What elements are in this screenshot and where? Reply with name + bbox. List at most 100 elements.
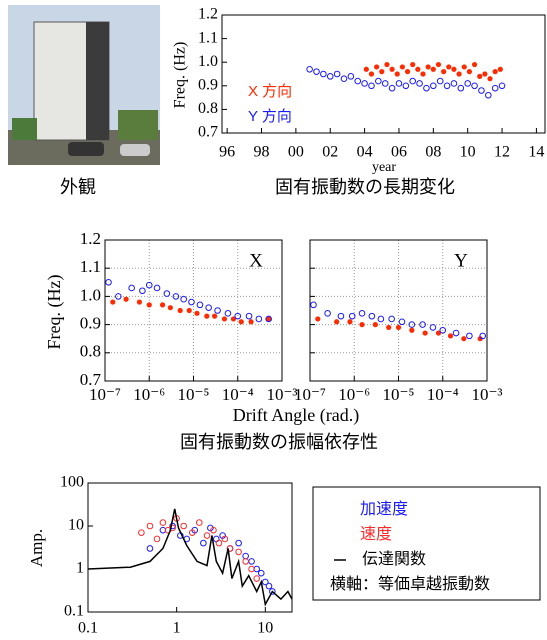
data-point	[205, 304, 212, 311]
y-tick-label: 1.2	[80, 229, 101, 248]
data-point	[242, 552, 249, 560]
x-axis-label: Drift Angle (rad.)	[233, 405, 359, 426]
data-point	[169, 522, 176, 530]
data-point	[477, 336, 483, 342]
x-tick-label: 10⁻³	[266, 385, 297, 404]
data-point	[452, 329, 460, 337]
data-point	[195, 519, 203, 526]
data-point	[389, 66, 395, 72]
data-point	[485, 91, 492, 99]
x-tick-label: 0.1	[78, 620, 98, 637]
data-point	[167, 305, 173, 311]
photo-tree	[118, 110, 158, 140]
data-point	[399, 64, 405, 70]
data-point	[498, 82, 506, 90]
legend-label: Y 方向	[248, 108, 292, 125]
x-tick-label: 10⁻⁷	[294, 385, 326, 404]
y-tick-label: 0.8	[80, 342, 101, 361]
x-tick-label: 10⁻⁵	[383, 385, 415, 404]
x-tick-label: 10⁻⁶	[133, 385, 165, 404]
data-point	[310, 301, 317, 309]
data-point	[347, 319, 353, 325]
y-tick-label: 0.9	[80, 314, 101, 333]
x-tick-label: 02	[322, 144, 338, 161]
data-point	[354, 77, 362, 85]
x-tick-label: 98	[254, 144, 270, 161]
data-point	[368, 82, 375, 90]
data-point	[487, 76, 493, 82]
data-point	[248, 565, 255, 573]
data-point	[234, 312, 242, 320]
y-tick-label: 0.8	[198, 100, 218, 117]
data-point	[402, 82, 410, 90]
photo-building-side	[86, 22, 109, 140]
data-point	[212, 313, 218, 319]
data-point	[186, 307, 192, 314]
x-tick-label: 10⁻³	[471, 385, 502, 404]
data-point	[146, 522, 154, 530]
data-point	[253, 575, 261, 582]
data-point	[313, 68, 320, 75]
data-point	[435, 61, 442, 68]
data-point	[478, 87, 485, 94]
x-tick-label: 10	[460, 144, 476, 161]
data-point	[265, 582, 273, 590]
y-tick-label: 1.1	[80, 257, 101, 276]
data-point	[138, 529, 145, 536]
x-tick-label: 10⁻⁴	[427, 385, 459, 404]
data-point	[451, 66, 457, 72]
data-point	[477, 73, 483, 79]
photo-tree	[12, 118, 37, 140]
data-point	[497, 66, 503, 72]
x-tick-label: 10⁻⁵	[178, 385, 210, 404]
data-point	[333, 70, 341, 78]
data-point	[266, 316, 272, 322]
data-point	[334, 319, 340, 325]
data-point	[419, 321, 426, 328]
x-tick-label: 10⁻⁴	[222, 385, 254, 404]
data-point	[471, 82, 478, 90]
plot-frame	[104, 239, 283, 382]
x-tick-label: 10	[257, 620, 273, 637]
chart-caption: 固有振動数の長期変化	[275, 177, 455, 197]
photo	[8, 5, 160, 165]
data-point	[384, 61, 390, 68]
y-tick-label: 1.0	[198, 53, 218, 70]
data-point	[255, 315, 263, 323]
data-point	[196, 301, 204, 309]
data-point	[374, 64, 380, 70]
legend-label: 速度	[360, 525, 392, 543]
data-point	[123, 296, 129, 302]
data-point	[479, 332, 487, 340]
data-point	[466, 69, 473, 75]
data-point	[347, 73, 355, 80]
data-point	[361, 80, 368, 87]
photo-caption: 外観	[60, 177, 96, 197]
data-point	[491, 84, 499, 92]
y-axis-label: Amp.	[27, 529, 46, 567]
data-point	[359, 322, 365, 328]
data-point	[358, 310, 366, 317]
data-point	[188, 298, 195, 306]
data-point	[172, 293, 180, 300]
data-point	[242, 558, 249, 565]
data-point	[340, 75, 348, 83]
legend-note: 横軸：等価卓越振動数	[330, 575, 490, 593]
data-line	[87, 508, 293, 607]
data-point	[326, 73, 334, 80]
data-point	[377, 315, 385, 323]
x-tick-label: 08	[425, 144, 441, 161]
data-point	[429, 324, 437, 331]
x-tick-label: 14	[528, 144, 544, 161]
data-point	[415, 66, 421, 72]
plot-frame	[221, 14, 546, 134]
y-tick-label: 0.7	[198, 124, 218, 141]
data-point	[145, 281, 153, 289]
data-point	[153, 535, 161, 543]
y-tick-label: 100	[60, 474, 84, 491]
data-point	[436, 77, 444, 85]
data-point	[492, 69, 498, 75]
photo-car	[68, 142, 104, 156]
data-point	[235, 548, 242, 556]
